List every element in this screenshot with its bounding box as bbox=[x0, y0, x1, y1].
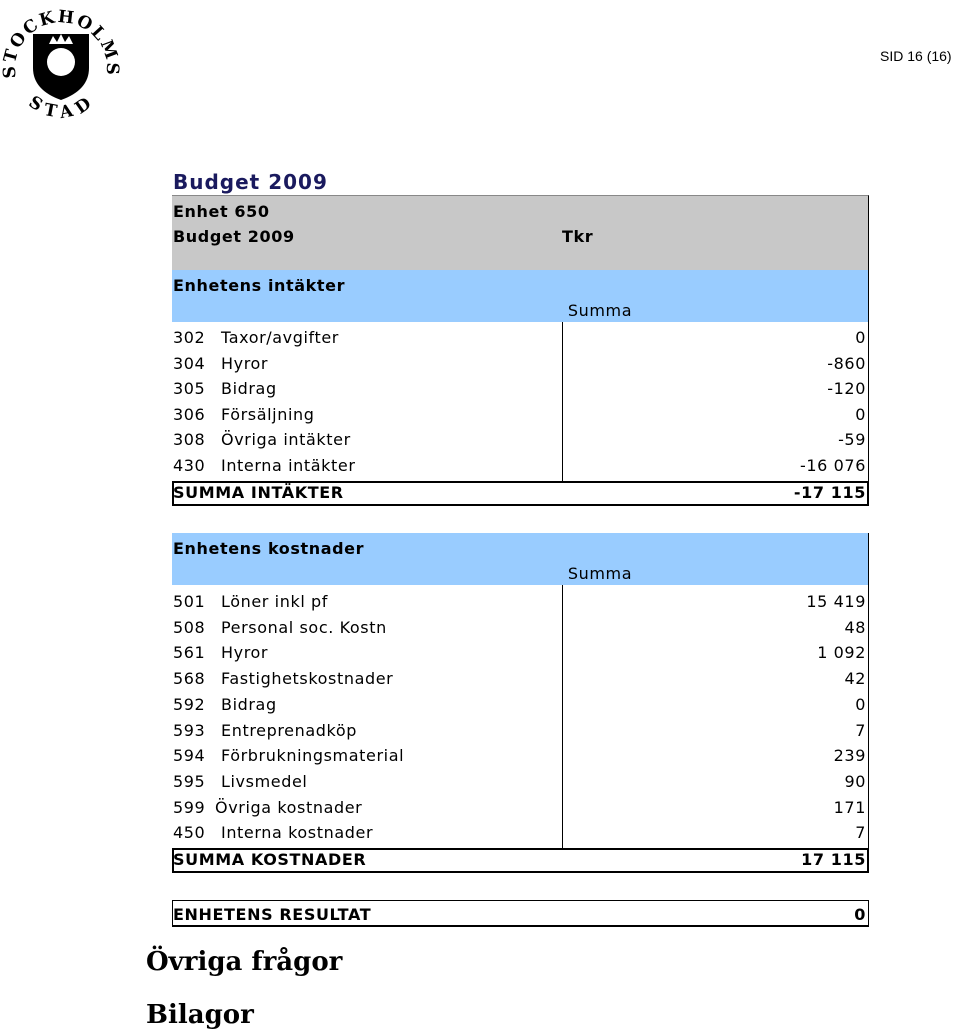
row-code: 594 bbox=[173, 746, 206, 766]
total-label: SUMMA KOSTNADER bbox=[173, 850, 367, 870]
total-value: -17 115 bbox=[793, 482, 866, 502]
total-row bbox=[172, 848, 869, 874]
row-code: 306 bbox=[173, 404, 206, 424]
row-code: 592 bbox=[173, 694, 206, 714]
row-value: 7 bbox=[855, 823, 866, 843]
row-code: 508 bbox=[173, 617, 206, 637]
row-code: 430 bbox=[173, 456, 206, 475]
crown bbox=[49, 34, 73, 44]
row-value: -16 076 bbox=[800, 456, 866, 475]
row-code: 501 bbox=[173, 592, 206, 611]
unit-line: Enhet 650 bbox=[173, 202, 270, 221]
budget-line: Budget 2009 bbox=[173, 227, 295, 246]
row-code: 561 bbox=[173, 643, 206, 663]
section-heading: Bilagor bbox=[146, 1000, 254, 1030]
row-code: 593 bbox=[173, 720, 206, 740]
header-band bbox=[172, 195, 869, 270]
row-name: Bidrag bbox=[221, 379, 277, 399]
row-name: Bidrag bbox=[221, 694, 277, 714]
row-name: Övriga intäkter bbox=[221, 430, 351, 450]
page-label: SID 16 (16) bbox=[880, 48, 952, 64]
total-label: SUMMA INTÄKTER bbox=[173, 482, 344, 502]
section-band bbox=[172, 270, 869, 322]
row-name: Hyror bbox=[221, 643, 269, 663]
row-name: Övriga kostnader bbox=[215, 797, 363, 817]
row-value: 239 bbox=[833, 746, 866, 766]
row-value: 0 bbox=[855, 328, 866, 347]
row-value: -120 bbox=[827, 379, 866, 399]
row-code: 568 bbox=[173, 669, 206, 689]
head bbox=[47, 48, 75, 76]
row-name: Hyror bbox=[221, 353, 269, 373]
result-value: 0 bbox=[854, 905, 866, 924]
currency: Tkr bbox=[562, 227, 594, 246]
value-column bbox=[562, 322, 869, 481]
section-band bbox=[172, 533, 869, 585]
row-name: Personal soc. Kostn bbox=[221, 617, 387, 637]
row-code: 599 bbox=[173, 797, 206, 817]
total-row bbox=[172, 480, 869, 506]
row-code: 450 bbox=[173, 823, 206, 843]
row-code: 308 bbox=[173, 430, 206, 450]
row-value: 0 bbox=[855, 404, 866, 424]
row-name: Löner inkl pf bbox=[221, 592, 329, 611]
result-row bbox=[172, 900, 869, 927]
row-name: Livsmedel bbox=[221, 771, 308, 791]
row-name: Interna kostnader bbox=[221, 823, 374, 843]
result-label: ENHETENS RESULTAT bbox=[173, 905, 372, 924]
row-code: 595 bbox=[173, 771, 206, 791]
row-value: 0 bbox=[855, 694, 866, 714]
row-value: 90 bbox=[844, 771, 866, 791]
row-name: Fastighetskostnader bbox=[221, 669, 394, 689]
row-name: Taxor/avgifter bbox=[221, 328, 339, 347]
row-name: Försäljning bbox=[221, 404, 315, 424]
row-name: Förbrukningsmaterial bbox=[221, 746, 405, 766]
logo: STOCKHOLMS STAD bbox=[0, 7, 120, 124]
row-name: Interna intäkter bbox=[221, 456, 356, 475]
row-value: -59 bbox=[838, 430, 866, 450]
row-value: 171 bbox=[833, 797, 866, 817]
row-code: 302 bbox=[173, 328, 206, 347]
row-value: -860 bbox=[827, 353, 866, 373]
column-header: Summa bbox=[567, 564, 633, 583]
section-title: Enhetens intäkter bbox=[173, 276, 346, 295]
total-value: 17 115 bbox=[801, 850, 866, 870]
value-column bbox=[562, 585, 869, 849]
row-value: 42 bbox=[844, 669, 866, 689]
row-value: 1 092 bbox=[817, 643, 866, 663]
row-value: 15 419 bbox=[806, 592, 866, 611]
column-header: Summa bbox=[567, 301, 633, 320]
row-value: 7 bbox=[855, 720, 866, 740]
row-code: 305 bbox=[173, 379, 206, 399]
section-heading: Övriga frågor bbox=[146, 947, 343, 977]
row-name: Entreprenadköp bbox=[221, 720, 357, 740]
budget-title: Budget 2009 bbox=[173, 170, 328, 194]
section-title: Enhetens kostnader bbox=[173, 539, 365, 558]
row-value: 48 bbox=[844, 617, 866, 637]
row-code: 304 bbox=[173, 353, 206, 373]
